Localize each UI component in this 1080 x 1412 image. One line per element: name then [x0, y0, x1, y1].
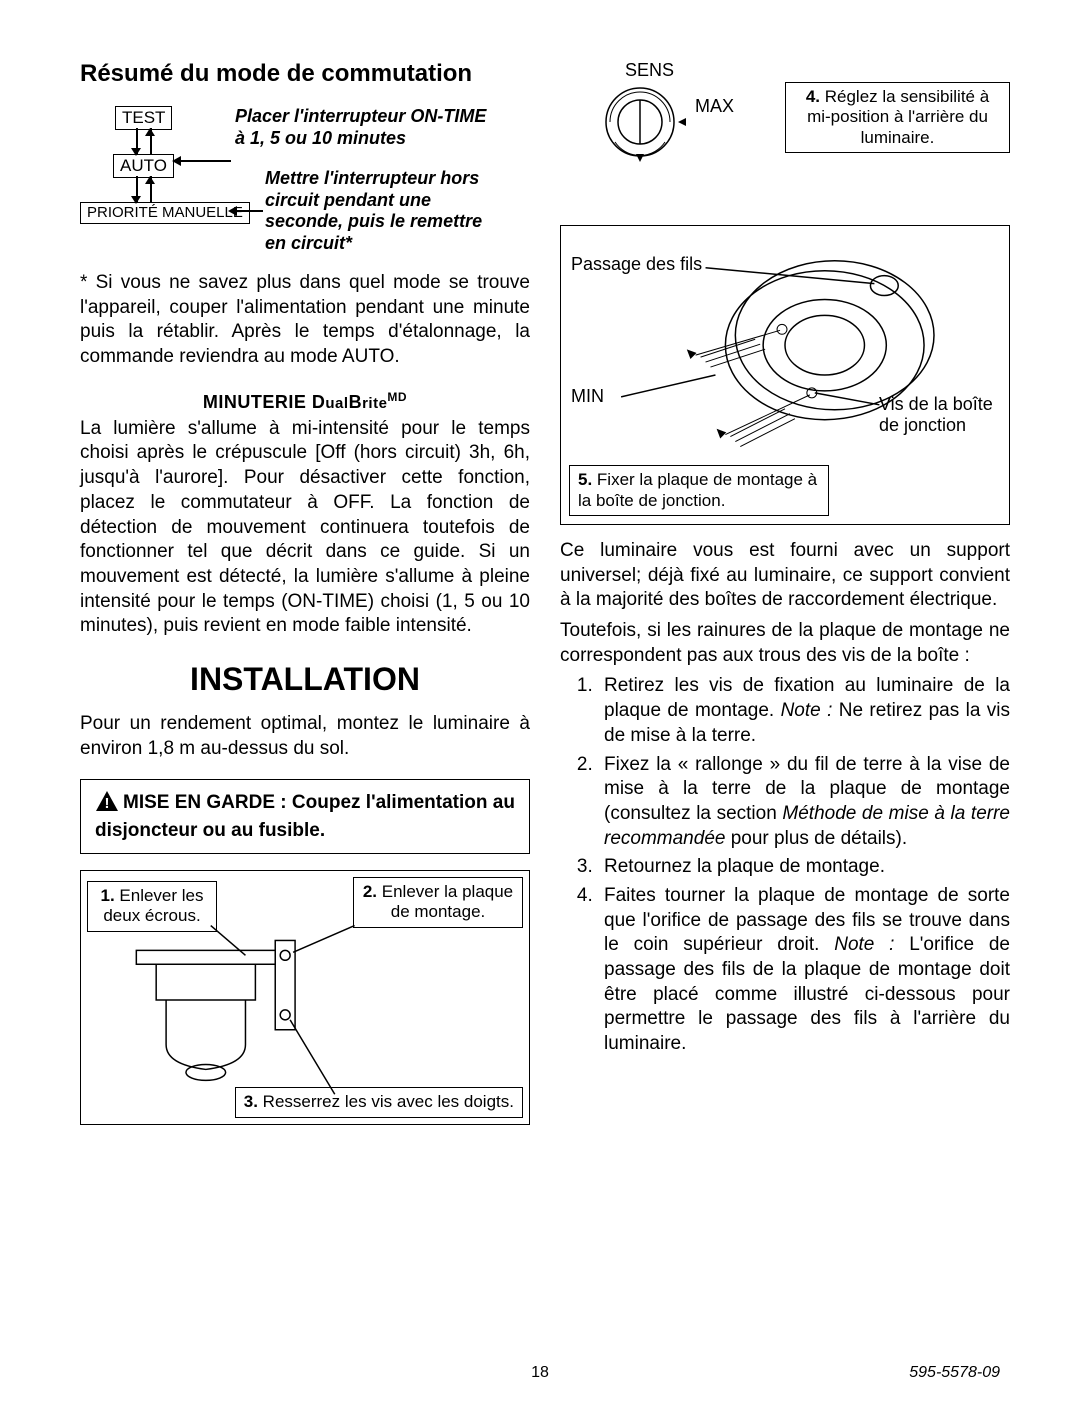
mode-diagram: TEST AUTO PRIORITÉ MANUELLE Placer l'int…: [80, 106, 530, 271]
mode-footnote: * Si vous ne savez plus dans quel mode s…: [80, 271, 530, 370]
para-2: Toutefois, si les rainures de la plaque …: [560, 619, 1010, 668]
install-intro: Pour un rendement optimal, montez le lum…: [80, 712, 530, 761]
figure-2: SENS MAX 4. Réglez la sensibilité à mi-p…: [560, 60, 1010, 215]
sens-label: SENS: [625, 60, 674, 81]
mode-manual-box: PRIORITÉ MANUELLE: [80, 202, 250, 224]
callout-4: 4. Réglez la sensibilité à mi-position à…: [785, 82, 1010, 153]
svg-text:!: !: [105, 795, 110, 812]
installation-heading: INSTALLATION: [80, 661, 530, 698]
figure-1: 1. Enlever les deux écrous. 2. Enlever l…: [80, 870, 530, 1125]
dualbrite-text: La lumière s'allume à mi-intensité pour …: [80, 417, 530, 639]
mode-auto-box: AUTO: [113, 154, 174, 178]
mode-text-1: Placer l'interrupteur ON-TIME à 1, 5 ou …: [235, 106, 490, 149]
mode-text-2: Mettre l'interrupteur hors circuit penda…: [265, 168, 490, 254]
doc-code: 595-5578-09: [909, 1364, 1000, 1382]
list-item: Fixez la « rallonge » du fil de terre à …: [598, 753, 1010, 852]
list-item: Retournez la plaque de montage.: [598, 855, 1010, 880]
warning-box: ! MISE EN GARDE : Coupez l'alimentation …: [80, 779, 530, 854]
dial-illustration: [590, 82, 720, 202]
mode-test-box: TEST: [115, 106, 172, 130]
page-footer: 18 595-5578-09: [0, 1364, 1080, 1382]
figure-3: Passage des fils MIN Vis de la boîte de …: [560, 225, 1010, 525]
page-number: 18: [531, 1364, 549, 1382]
list-item: Retirez les vis de fixation au luminaire…: [598, 674, 1010, 748]
fixture-illustration: [81, 871, 529, 1124]
warning-icon: !: [95, 790, 119, 819]
dualbrite-heading: MINUTERIE DualBriteMD: [80, 390, 530, 413]
para-1: Ce luminaire vous est fourni avec un sup…: [560, 539, 1010, 613]
instruction-list: Retirez les vis de fixation au luminaire…: [560, 674, 1010, 1056]
mode-summary-heading: Résumé du mode de commutation: [80, 60, 530, 88]
mounting-plate-illustration: [561, 226, 1009, 524]
list-item: Faites tourner la plaque de montage de s…: [598, 884, 1010, 1057]
